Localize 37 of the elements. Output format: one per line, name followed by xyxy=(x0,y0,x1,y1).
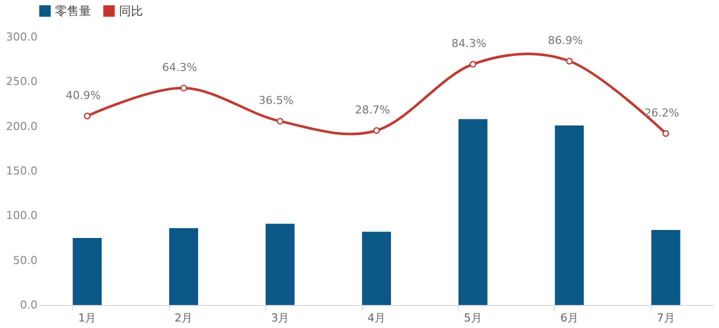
data-label: 64.3% xyxy=(162,61,198,74)
point xyxy=(662,130,670,137)
data-label: 26.2% xyxy=(644,106,680,120)
y-tick-label: 50.0 xyxy=(13,254,38,267)
point xyxy=(180,84,187,92)
data-label: 86.9% xyxy=(548,34,583,48)
bar xyxy=(651,230,680,305)
x-tick-label: 4月 xyxy=(368,312,386,324)
bar xyxy=(554,125,584,305)
x-tick-label: 5月 xyxy=(464,312,482,324)
point xyxy=(566,58,573,64)
y-tick-label: 200.0 xyxy=(6,120,38,133)
legend-label: 零售量 xyxy=(55,4,91,18)
bar xyxy=(458,119,488,305)
y-tick-label: 150.0 xyxy=(6,164,38,178)
point xyxy=(373,127,380,134)
data-label: 40.9% xyxy=(66,88,101,102)
point xyxy=(276,118,284,125)
data-label: 84.3% xyxy=(451,37,486,50)
x-tick-label: 6月 xyxy=(560,312,578,324)
bar xyxy=(266,224,295,305)
y-tick-label: 100.0 xyxy=(6,209,38,222)
x-tick-label: 7月 xyxy=(656,312,675,324)
point xyxy=(84,112,91,120)
x-tick-label: 2月 xyxy=(174,312,193,324)
y-tick-label: 0.0 xyxy=(20,298,38,312)
bar xyxy=(72,238,102,305)
y-tick-label: 250.0 xyxy=(6,75,38,88)
x-tick-label: 3月 xyxy=(271,312,290,324)
y-tick-label: 300.0 xyxy=(6,30,38,44)
legend-label: 同比 xyxy=(119,4,143,18)
data-label: 28.7% xyxy=(355,104,390,116)
x-tick-label: 1月 xyxy=(78,312,96,324)
data-label: 36.5% xyxy=(258,94,294,108)
bar xyxy=(362,232,391,305)
point xyxy=(470,60,476,68)
bar xyxy=(169,228,198,305)
